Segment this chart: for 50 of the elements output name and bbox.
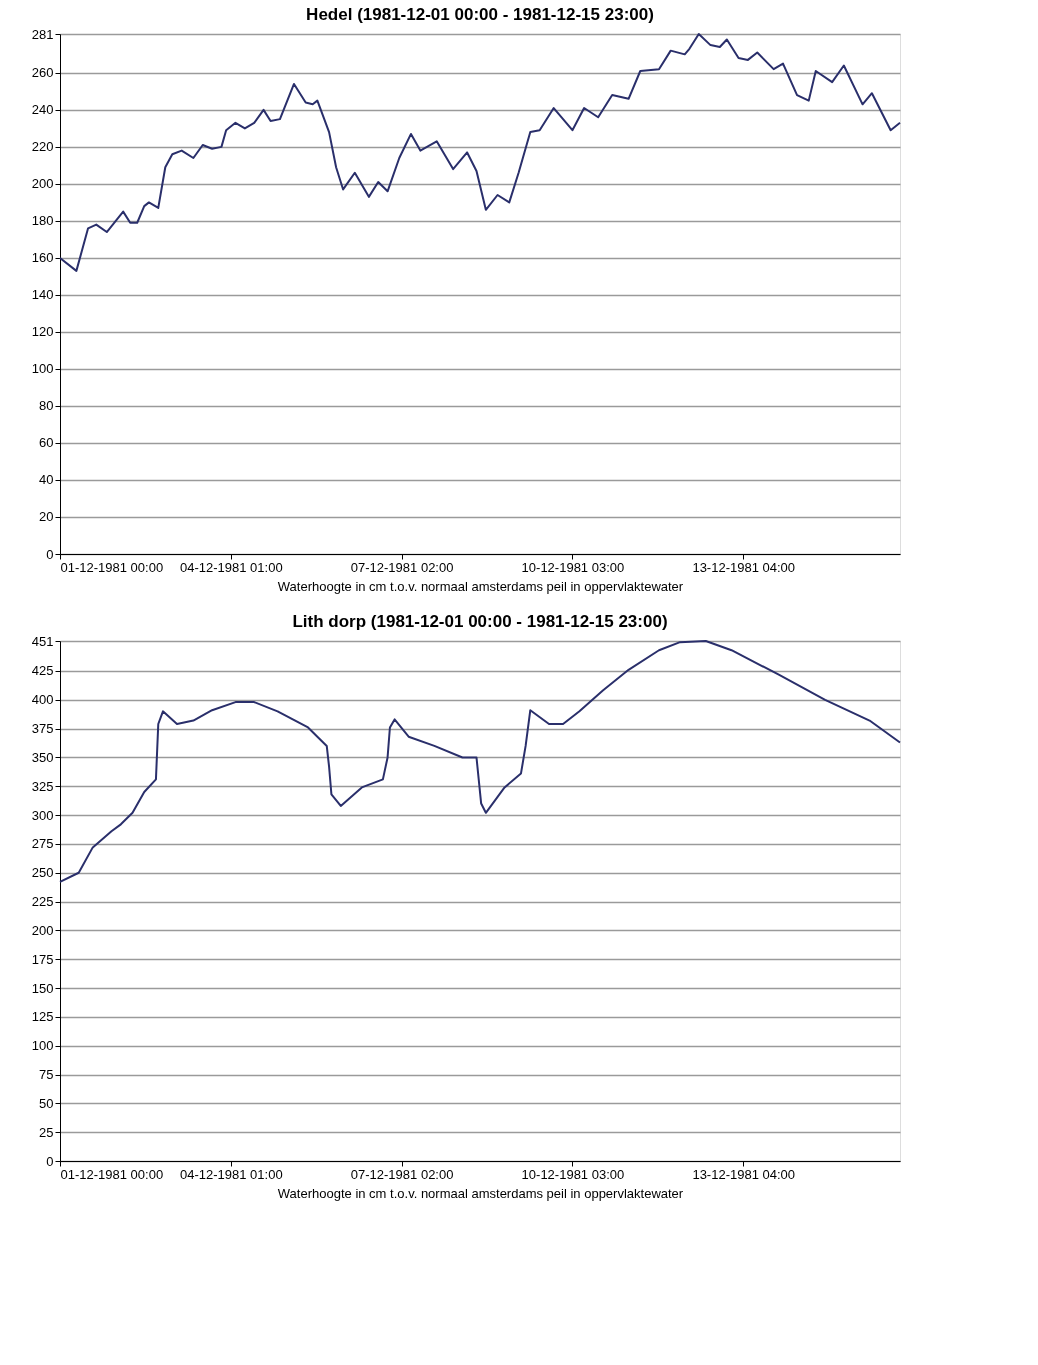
y-tick-label: 400 <box>31 692 54 708</box>
y-tick-label: 160 <box>31 250 54 266</box>
x-tick-label: 04-12-1981 01:00 <box>179 1166 283 1182</box>
y-tick-label: 220 <box>31 139 54 155</box>
y-tick-label: 40 <box>39 472 54 488</box>
y-tick-label: 60 <box>39 435 54 451</box>
chart-title: Hedel (1981-12-01 00:00 - 1981-12-15 23:00) <box>306 5 654 24</box>
y-tick-label: 120 <box>31 324 54 340</box>
line-series <box>59 33 901 272</box>
y-tick-label: 350 <box>31 749 54 765</box>
y-tick-label: 281 <box>31 26 54 42</box>
y-tick-label: 50 <box>39 1095 54 1111</box>
y-tick-label: 75 <box>39 1067 54 1083</box>
x-tick-label: 04-12-1981 01:00 <box>179 559 283 575</box>
y-tick-label: 275 <box>31 836 54 852</box>
y-tick-label: 100 <box>31 361 54 377</box>
x-axis-title: Waterhoogte in cm t.o.v. normaal amsterdams peil in oppervlaktewater <box>277 1185 684 1201</box>
y-tick-label: 25 <box>39 1124 54 1140</box>
line-series <box>59 640 901 883</box>
y-tick-label: 150 <box>31 980 54 996</box>
y-tick-label: 240 <box>31 102 54 118</box>
y-tick-label: 200 <box>31 176 54 192</box>
x-tick-label: 13-12-1981 04:00 <box>692 559 796 575</box>
y-tick-label: 250 <box>31 865 54 881</box>
x-tick-label: 01-12-1981 00:00 <box>60 559 164 575</box>
y-tick-label: 300 <box>31 807 54 823</box>
y-tick-label: 425 <box>31 663 54 679</box>
y-tick-label: 125 <box>31 1009 54 1025</box>
y-tick-label: 180 <box>31 213 54 229</box>
x-tick-label: 10-12-1981 03:00 <box>521 1166 625 1182</box>
y-tick-label: 325 <box>31 778 54 794</box>
y-tick-label: 140 <box>31 287 54 303</box>
x-tick-label: 07-12-1981 02:00 <box>350 1166 454 1182</box>
x-tick-label: 07-12-1981 02:00 <box>350 559 454 575</box>
chart-title: Lith dorp (1981-12-01 00:00 - 1981-12-15 23:00) <box>292 612 668 631</box>
y-tick-label: 0 <box>46 546 54 562</box>
y-tick-label: 20 <box>39 509 54 525</box>
y-tick-label: 451 <box>31 633 54 649</box>
x-axis-title: Waterhoogte in cm t.o.v. normaal amsterdams peil in oppervlaktewater <box>277 578 684 594</box>
x-tick-label: 10-12-1981 03:00 <box>521 559 625 575</box>
y-tick-label: 260 <box>31 65 54 81</box>
x-tick-label: 01-12-1981 00:00 <box>60 1166 164 1182</box>
y-tick-label: 175 <box>31 951 54 967</box>
y-tick-label: 0 <box>46 1153 54 1169</box>
y-tick-label: 100 <box>31 1038 54 1054</box>
x-tick-label: 13-12-1981 04:00 <box>692 1166 796 1182</box>
y-tick-label: 80 <box>39 398 54 414</box>
y-tick-label: 375 <box>31 721 54 737</box>
y-tick-label: 225 <box>31 894 54 910</box>
y-tick-label: 200 <box>31 922 54 938</box>
